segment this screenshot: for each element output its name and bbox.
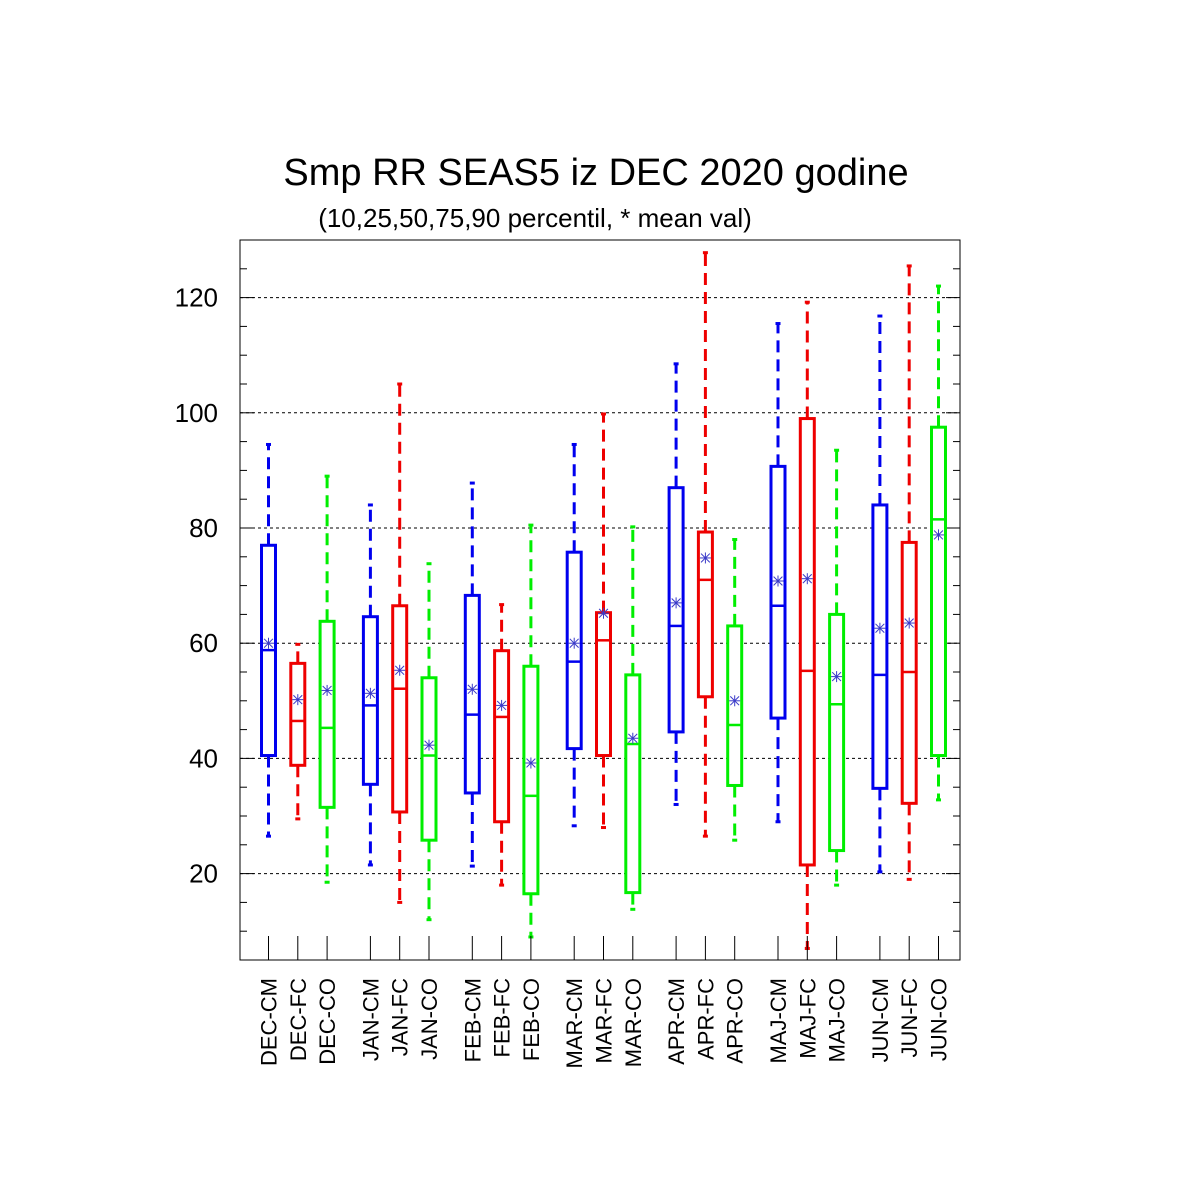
iqr-box — [493, 649, 511, 824]
x-tick-label: DEC-CM — [257, 978, 282, 1066]
box-feb-fc — [493, 603, 511, 887]
box-mar-cm — [565, 442, 583, 828]
y-tick-label: 120 — [175, 283, 218, 313]
box-apr-co — [726, 538, 744, 842]
x-tick-label: MAR-FC — [592, 978, 617, 1064]
box-maj-co — [828, 448, 846, 887]
y-tick-label: 80 — [189, 513, 218, 543]
mean-marker-d2 — [293, 694, 303, 705]
mean-marker-d2 — [773, 576, 783, 586]
plot-frame — [239, 239, 961, 961]
x-tick-label: JUN-CO — [927, 978, 952, 1061]
y-tick-label: 60 — [189, 628, 218, 658]
iqr-box — [361, 615, 379, 786]
box-jun-co — [930, 284, 947, 802]
iqr-box — [595, 611, 612, 758]
mean-marker-d2 — [628, 733, 638, 743]
x-tick-label: APR-CM — [664, 978, 689, 1065]
x-axis: DEC-CM DEC-FC DEC-CO JAN-CM JAN-FC JAN-CO FEB-… — [239, 936, 961, 1068]
mean-marker-d2 — [394, 665, 405, 676]
x-tick-label: JUN-CM — [868, 978, 893, 1062]
y-tick-label: 20 — [189, 859, 218, 889]
box-jun-fc — [900, 264, 918, 881]
x-tick-label: MAJ-CM — [766, 978, 791, 1064]
mean-marker-d2 — [700, 553, 711, 563]
x-tick-label: APR-CO — [723, 978, 748, 1064]
mean-marker-d2 — [569, 638, 579, 648]
box-jan-co — [420, 562, 438, 922]
iqr-box — [420, 676, 438, 842]
iqr-box — [769, 464, 787, 720]
x-tick-label: DEC-FC — [286, 978, 311, 1061]
x-tick-label: FEB-FC — [490, 978, 515, 1058]
y-axis: 20 40 60 80 100 120 — [175, 239, 960, 932]
x-tick-label: JAN-CM — [358, 978, 383, 1061]
box-jun-cm — [871, 314, 889, 874]
mean-marker-d2 — [322, 685, 332, 696]
box-maj-cm — [769, 322, 787, 824]
box-jan-cm — [361, 503, 379, 867]
mean-marker-d2 — [933, 530, 944, 540]
x-tick-label: JAN-CO — [417, 978, 442, 1060]
mean-marker-d2 — [802, 573, 813, 584]
box-dec-fc — [289, 642, 307, 821]
y-tick-label: 100 — [175, 398, 218, 428]
x-tick-label: FEB-CM — [460, 978, 485, 1062]
mean-marker-d2 — [263, 638, 274, 648]
box-mar-co — [624, 525, 642, 911]
mean-marker-d2 — [467, 684, 478, 695]
mean-marker-d2 — [875, 623, 885, 633]
iqr-box — [391, 604, 409, 814]
x-tick-label: MAJ-CO — [825, 978, 850, 1062]
box-mar-fc — [595, 412, 612, 830]
x-tick-label: MAR-CO — [621, 978, 646, 1067]
chart-title: Smp RR SEAS5 iz DEC 2020 godine — [283, 152, 908, 194]
iqr-box — [696, 530, 714, 699]
x-tick-label: MAR-CM — [562, 978, 587, 1068]
chart-subtitle: (10,25,50,75,90 percentil, * mean val) — [318, 203, 752, 233]
x-tick-label: JUN-FC — [897, 978, 922, 1058]
iqr-box — [289, 661, 307, 767]
mean-marker-d2 — [598, 608, 609, 619]
iqr-box — [871, 503, 889, 790]
mean-marker-d2 — [671, 598, 681, 608]
mean-marker-d2 — [904, 618, 914, 628]
x-tick-label: JAN-FC — [388, 978, 413, 1056]
mean-marker-d2 — [365, 688, 376, 699]
iqr-box — [798, 417, 816, 867]
iqr-box — [828, 612, 846, 853]
box-apr-cm — [667, 362, 685, 806]
iqr-box — [522, 664, 540, 896]
box-dec-cm — [260, 442, 277, 838]
iqr-box — [565, 550, 583, 751]
mean-marker-d2 — [831, 671, 842, 682]
mean-marker-d2 — [729, 696, 740, 706]
boxes — [260, 251, 947, 950]
box-feb-cm — [463, 481, 481, 868]
box-dec-co — [318, 474, 336, 884]
mean-marker-d2 — [424, 740, 434, 750]
box-apr-fc — [696, 251, 714, 838]
mean-marker-d2 — [496, 700, 507, 711]
x-tick-label: DEC-CO — [315, 978, 340, 1065]
x-tick-label: APR-FC — [693, 978, 718, 1060]
box-jan-fc — [391, 382, 409, 904]
y-tick-label: 40 — [189, 743, 218, 773]
x-tick-label: MAJ-FC — [795, 978, 820, 1059]
iqr-box — [930, 425, 947, 758]
iqr-box — [667, 486, 685, 734]
mean-marker-d2 — [526, 758, 536, 768]
box-feb-co — [522, 523, 540, 939]
box-maj-fc — [798, 300, 816, 950]
iqr-box — [318, 619, 336, 809]
iqr-box — [624, 673, 642, 895]
x-tick-label: FEB-CO — [519, 978, 544, 1061]
